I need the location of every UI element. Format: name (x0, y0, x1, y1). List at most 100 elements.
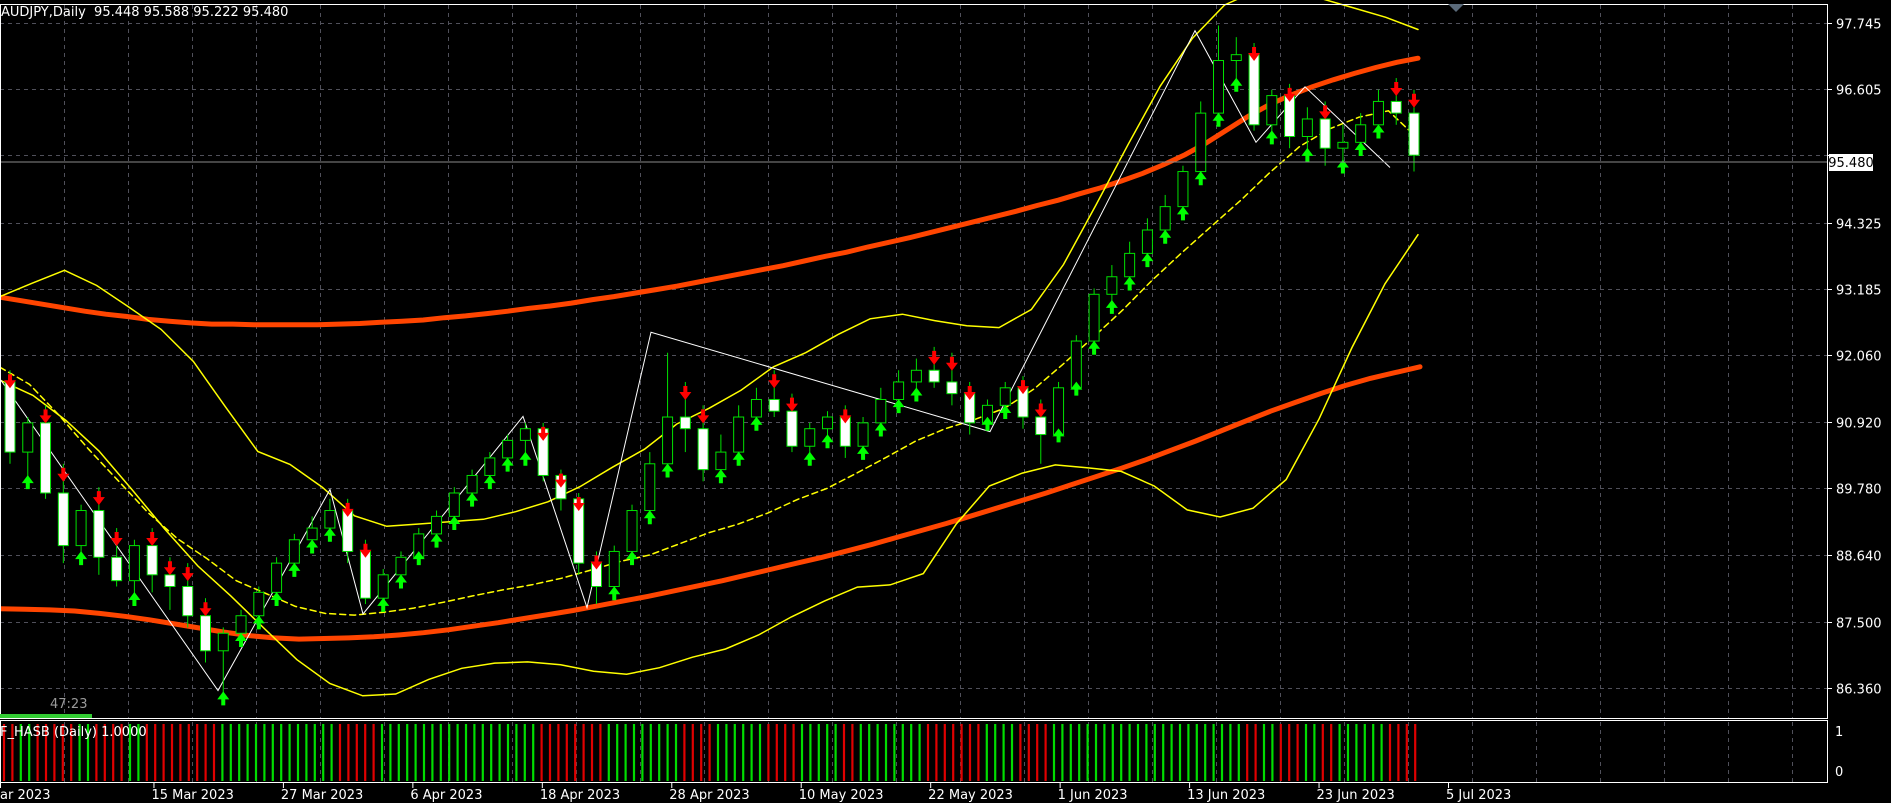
arrow-down-icon (945, 356, 958, 371)
candle-body (1035, 416, 1047, 436)
arrow-up-icon (1105, 299, 1118, 314)
arrow-up-icon (128, 592, 141, 607)
moving-averages (0, 55, 1423, 642)
arrow-up-icon (981, 416, 994, 431)
candle-body (1372, 100, 1384, 126)
symbol-label: AUDJPY,Daily (1, 5, 86, 20)
candle-body (199, 615, 211, 652)
candle-body (146, 545, 158, 576)
arrow-up-icon (1336, 159, 1349, 174)
candle-body (57, 492, 69, 547)
indicator-scale-top: 1 (1835, 725, 1843, 740)
candle-body (306, 527, 318, 541)
indicator-scale-bottom: 0 (1835, 765, 1843, 780)
candle-body (804, 428, 816, 447)
candle-body (502, 439, 514, 459)
candle-body (697, 428, 709, 471)
arrow-up-icon (1123, 276, 1136, 291)
arrow-up-icon (501, 457, 514, 472)
price-tick-label: 97.745 (1836, 18, 1882, 33)
arrow-up-icon (732, 451, 745, 466)
time-tick-label: 27 Mar 2023 (281, 788, 363, 803)
arrow-up-icon (412, 551, 425, 566)
candle-body (253, 591, 265, 617)
arrow-up-icon (1141, 253, 1154, 268)
candle-body (271, 562, 283, 593)
arrow-up-icon (519, 451, 532, 466)
shift-marker-icon[interactable] (1448, 4, 1464, 12)
candle-body (448, 492, 460, 517)
time-tick-label: 23 Jun 2023 (1317, 788, 1395, 803)
candle-body (1408, 112, 1420, 156)
arrow-up-icon (235, 632, 248, 647)
arrow-up-icon (448, 516, 461, 531)
candle (217, 627, 229, 704)
bb-lower-line (0, 233, 1419, 697)
candle (1195, 101, 1207, 184)
candle-body (1141, 229, 1153, 254)
candle-body (768, 398, 780, 412)
chart-title: AUDJPY,Daily 95.448 95.588 95.222 95.480 (1, 5, 288, 20)
time-tick-label: ar 2023 (0, 788, 51, 803)
arrow-down-icon (697, 409, 710, 424)
bar-countdown: 47:23 (50, 697, 88, 712)
candle-body (1124, 252, 1136, 278)
candle-body (431, 515, 443, 535)
arrow-down-icon (1034, 403, 1047, 418)
candle-body (128, 545, 140, 582)
arrow-down-icon (57, 467, 70, 482)
candle-body (75, 510, 87, 547)
arrow-up-icon (306, 539, 319, 554)
candle-body (377, 574, 389, 599)
arrow-down-icon (110, 532, 123, 547)
hasb-histogram (2, 724, 1417, 781)
arrow-down-icon (590, 555, 603, 570)
time-tick-label: 5 Jul 2023 (1446, 788, 1511, 803)
candle-body (1301, 118, 1313, 137)
arrow-up-icon (377, 597, 390, 612)
arrow-down-icon (768, 374, 781, 389)
price-tick-label: 86.360 (1836, 683, 1882, 698)
arrow-up-icon (892, 399, 905, 414)
time-tick-label: 22 May 2023 (928, 788, 1013, 803)
arrow-up-icon (821, 434, 834, 449)
arrow-up-icon (750, 416, 763, 431)
candle-body (288, 539, 300, 564)
bb-upper-line (0, 0, 1419, 528)
candle-body (608, 550, 620, 588)
candle-body (1266, 95, 1278, 126)
arrow-up-icon (1088, 340, 1101, 355)
price-tick-label: 89.780 (1836, 483, 1882, 498)
candle-body (928, 369, 940, 383)
candle-body (644, 463, 656, 512)
arrow-up-icon (323, 527, 336, 542)
arrow-up-icon (1265, 130, 1278, 145)
candle-body (822, 416, 834, 430)
arrow-up-icon (1212, 112, 1225, 127)
current-price-box (1829, 154, 1873, 171)
candle-body (875, 398, 887, 424)
arrow-up-icon (252, 615, 265, 630)
arrow-down-icon (146, 532, 159, 547)
indicator-pane-frame (0, 720, 1828, 783)
arrow-down-icon (1319, 105, 1332, 120)
candle-body (662, 416, 674, 465)
candle-body (1106, 276, 1118, 295)
arrow-down-icon (199, 602, 212, 617)
candle-body (22, 422, 34, 453)
price-tick-label: 92.060 (1836, 350, 1882, 365)
candle-body (1159, 206, 1171, 231)
price-axis: 97.745 96.605 94.325 93.185 92.060 90.920 89.7… (1828, 18, 1882, 698)
arrow-up-icon (910, 387, 923, 402)
time-tick-label: 15 Mar 2023 (151, 788, 233, 803)
arrow-down-icon (785, 397, 798, 412)
candle-body (1230, 54, 1242, 62)
time-axis: ar 2023 15 Mar 2023 27 Mar 2023 6 Apr 2023 1… (0, 783, 1511, 803)
arrow-up-icon (1070, 381, 1083, 396)
arrow-up-icon (999, 405, 1012, 420)
candle-body (4, 381, 16, 453)
time-tick-label: 18 Apr 2023 (540, 788, 620, 803)
candle-body (857, 422, 869, 447)
